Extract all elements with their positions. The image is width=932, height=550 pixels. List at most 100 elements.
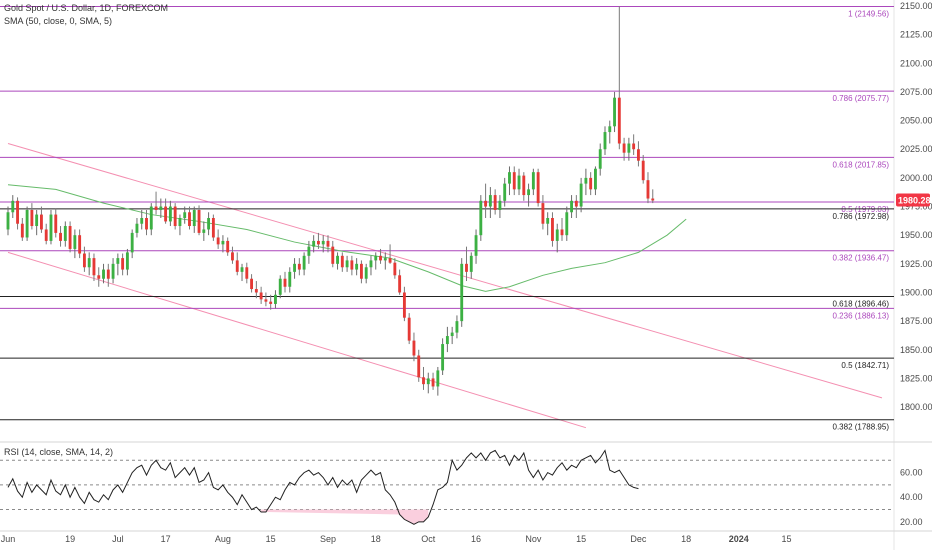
candle-body[interactable] [364,267,368,279]
candle-body[interactable] [116,258,120,264]
candle-body[interactable] [336,255,339,264]
channel-line[interactable] [7,143,883,399]
candle-body[interactable] [636,149,640,161]
candle-body[interactable] [488,195,492,207]
candle-body[interactable] [508,172,511,184]
candle-body[interactable] [541,203,545,224]
candle-body[interactable] [192,209,196,227]
candle-body[interactable] [49,214,53,241]
candle-body[interactable] [441,344,445,371]
candle-body[interactable] [426,378,430,385]
candle-body[interactable] [87,258,91,268]
candle-body[interactable] [527,189,531,196]
candle-body[interactable] [412,340,416,356]
rsi-line[interactable] [7,449,639,525]
candle-body[interactable] [97,275,101,279]
candle-body[interactable] [479,200,483,236]
candle-body[interactable] [54,214,58,233]
candle-body[interactable] [608,126,612,133]
candle-body[interactable] [231,252,234,261]
candle-body[interactable] [59,232,62,241]
candle-body[interactable] [221,240,225,245]
candle-body[interactable] [68,226,72,249]
candle-body[interactable] [293,263,296,272]
candle-body[interactable] [359,263,363,279]
candle-body[interactable] [312,240,316,247]
candle-body[interactable] [422,377,425,385]
candle-body[interactable] [207,218,211,230]
candle-body[interactable] [455,321,459,333]
candle-body[interactable] [574,200,578,207]
candle-body[interactable] [78,235,82,254]
candle-body[interactable] [402,292,406,318]
candle-body[interactable] [531,172,535,190]
candle-body[interactable] [159,206,163,210]
candle-body[interactable] [307,246,311,256]
candle-body[interactable] [188,212,191,227]
rsi-indicator-label[interactable]: RSI (14, close, SMA, 14, 2) [4,447,113,457]
candle-body[interactable] [445,336,449,345]
candle-body[interactable] [82,253,86,268]
candle-body[interactable] [627,143,631,153]
candle-body[interactable] [259,292,263,300]
candle-body[interactable] [235,260,239,272]
candle-body[interactable] [646,180,650,199]
candle-body[interactable] [493,195,497,210]
candle-body[interactable] [202,229,206,233]
candle-body[interactable] [641,160,645,181]
candle-body[interactable] [135,223,139,233]
candle-body[interactable] [216,237,220,245]
candle-body[interactable] [374,255,378,261]
candle-body[interactable] [450,332,454,337]
symbol-title[interactable]: Gold Spot / U.S. Dollar, 1D, FOREXCOM [4,3,168,13]
candle-body[interactable] [584,177,588,184]
candle-body[interactable] [613,97,616,127]
candle-body[interactable] [326,240,330,247]
candle-body[interactable] [245,267,249,279]
candle-body[interactable] [297,263,301,270]
candle-body[interactable] [436,370,440,387]
candle-body[interactable] [264,299,268,302]
candle-body[interactable] [570,200,573,213]
candle-body[interactable] [140,218,144,224]
candle-body[interactable] [44,229,48,241]
candle-body[interactable] [130,232,134,253]
candle-body[interactable] [154,206,158,210]
candle-body[interactable] [417,355,421,378]
candle-body[interactable] [555,229,559,241]
candle-body[interactable] [589,177,593,190]
candle-body[interactable] [274,294,277,304]
candle-body[interactable] [211,218,215,238]
candle-body[interactable] [460,263,464,322]
candle-body[interactable] [517,175,521,190]
candle-body[interactable] [474,235,478,256]
candle-body[interactable] [73,235,77,249]
candle-body[interactable] [278,278,282,295]
candle-body[interactable] [331,246,335,264]
channel-line[interactable] [7,251,587,429]
candle-body[interactable] [111,263,115,279]
candle-body[interactable] [632,143,636,150]
candle-body[interactable] [197,209,201,233]
candle-body[interactable] [651,198,655,201]
candle-body[interactable] [465,263,468,272]
candle-body[interactable] [484,200,488,207]
candle-body[interactable] [594,168,597,190]
candle-body[interactable] [617,97,621,144]
candle-body[interactable] [149,206,153,230]
candle-body[interactable] [20,223,24,238]
candle-body[interactable] [551,218,554,241]
candle-body[interactable] [345,260,349,268]
candle-body[interactable] [407,317,411,341]
candle-body[interactable] [226,240,230,253]
candle-body[interactable] [546,218,550,224]
candle-body[interactable] [283,278,287,287]
candle-body[interactable] [288,271,292,287]
candle-body[interactable] [178,218,182,227]
candle-body[interactable] [39,214,43,230]
candle-body[interactable] [369,260,373,268]
candle-body[interactable] [35,214,39,227]
candle-body[interactable] [340,255,344,268]
sma-indicator-label[interactable]: SMA (50, close, 0, SMA, 5) [4,16,112,26]
candle-body[interactable] [398,275,402,293]
